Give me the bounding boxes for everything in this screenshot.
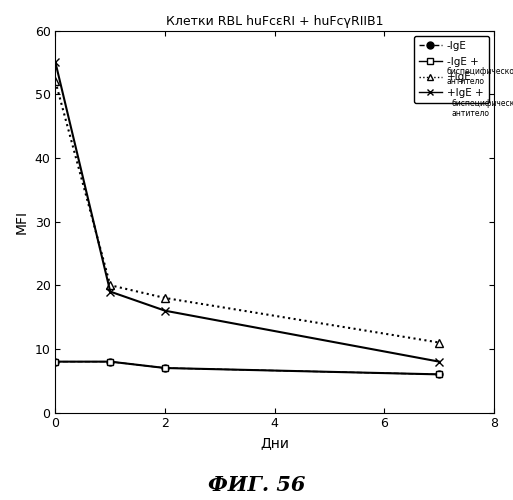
Title: Клетки RBL huFcεRI + huFcγRIIB1: Клетки RBL huFcεRI + huFcγRIIB1 bbox=[166, 15, 383, 28]
Text: биспецифическое
антитело: биспецифическое антитело bbox=[446, 68, 513, 86]
Text: ФИГ. 56: ФИГ. 56 bbox=[208, 475, 305, 495]
Y-axis label: MFI: MFI bbox=[15, 210, 29, 234]
Text: биспецифическое
антитело: биспецифическое антитело bbox=[451, 99, 513, 117]
X-axis label: Дни: Дни bbox=[260, 436, 289, 450]
Legend: -IgE, -IgE +, +IgE, +IgE +: -IgE, -IgE +, +IgE, +IgE + bbox=[413, 36, 489, 104]
